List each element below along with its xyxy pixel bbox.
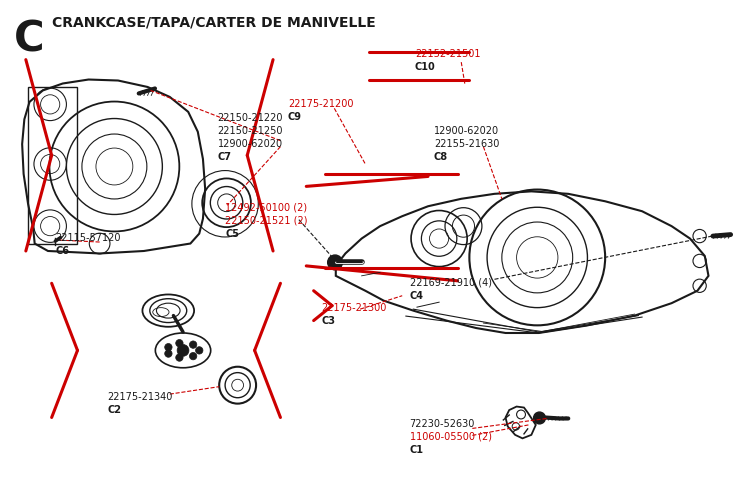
Circle shape [190, 341, 197, 348]
Text: 22175-21300: 22175-21300 [321, 303, 387, 313]
Circle shape [165, 343, 172, 351]
Text: 12900-62020: 12900-62020 [218, 139, 283, 149]
Circle shape [177, 344, 189, 356]
Circle shape [165, 350, 172, 357]
Text: C1: C1 [410, 445, 424, 455]
Text: 11060-05500 (2): 11060-05500 (2) [410, 432, 492, 442]
Text: 22115-57120: 22115-57120 [55, 233, 121, 243]
Circle shape [176, 354, 183, 361]
Circle shape [328, 255, 342, 270]
Text: 22175-21340: 22175-21340 [107, 392, 173, 402]
Text: C10: C10 [415, 62, 435, 72]
Text: C7: C7 [218, 152, 232, 162]
Circle shape [190, 352, 197, 360]
Text: C8: C8 [434, 152, 448, 162]
Text: C9: C9 [288, 112, 302, 122]
Text: 22155-21630: 22155-21630 [434, 139, 500, 149]
Circle shape [176, 339, 183, 347]
Text: C5: C5 [225, 229, 239, 239]
Text: 12900-62020: 12900-62020 [434, 126, 499, 136]
Text: C3: C3 [321, 316, 335, 326]
Circle shape [534, 412, 545, 424]
Text: 22152-21501: 22152-21501 [415, 49, 480, 59]
Text: 22150-21521 (2): 22150-21521 (2) [225, 216, 308, 226]
Circle shape [196, 347, 203, 354]
Text: 22175-21200: 22175-21200 [288, 99, 354, 109]
Text: CRANKCASE/TAPA/CARTER DE MANIVELLE: CRANKCASE/TAPA/CARTER DE MANIVELLE [52, 15, 376, 29]
Text: 72230-52630: 72230-52630 [410, 419, 475, 429]
Text: C6: C6 [55, 246, 69, 256]
Text: C4: C4 [410, 291, 424, 301]
Text: 22150-21250: 22150-21250 [218, 126, 283, 136]
Text: 12492-50100 (2): 12492-50100 (2) [225, 203, 307, 213]
Text: 22150-21220: 22150-21220 [218, 113, 283, 123]
Text: 22169-21910 (4): 22169-21910 (4) [410, 278, 492, 288]
Text: C: C [14, 18, 44, 60]
Text: C2: C2 [107, 405, 121, 415]
